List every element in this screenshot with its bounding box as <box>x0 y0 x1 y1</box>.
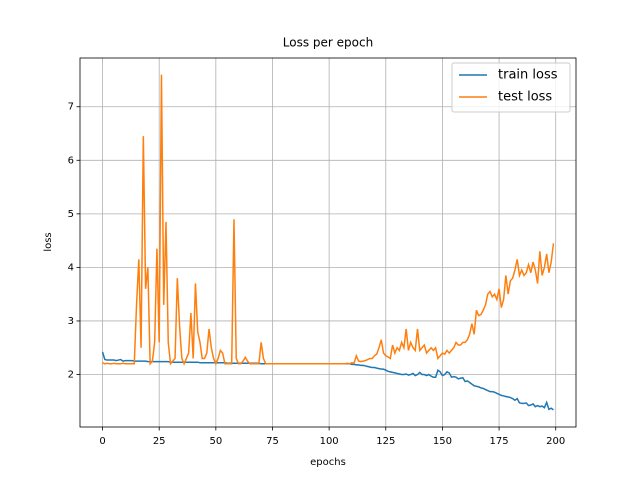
y-tick-label: 7 <box>68 102 74 113</box>
x-tick-label: 100 <box>320 436 339 447</box>
x-tick-label: 75 <box>266 436 279 447</box>
legend-label: test loss <box>498 90 552 105</box>
y-tick-label: 2 <box>68 370 74 381</box>
x-tick-label: 25 <box>153 436 166 447</box>
chart-title: Loss per epoch <box>283 36 373 50</box>
y-tick-label: 3 <box>68 316 74 327</box>
x-tick-label: 175 <box>490 436 509 447</box>
y-tick-label: 5 <box>68 209 74 220</box>
x-tick-label: 150 <box>433 436 452 447</box>
x-tick-label: 0 <box>99 436 105 447</box>
x-axis-label: epochs <box>310 457 346 468</box>
x-tick-label: 200 <box>546 436 565 447</box>
y-tick-label: 4 <box>68 262 74 273</box>
y-axis-label: loss <box>43 232 54 251</box>
y-tick-label: 6 <box>68 155 74 166</box>
x-tick-label: 50 <box>209 436 222 447</box>
x-tick-label: 125 <box>376 436 395 447</box>
plot-frame <box>79 57 577 428</box>
legend-label: train loss <box>498 68 558 83</box>
line-series <box>102 74 555 366</box>
